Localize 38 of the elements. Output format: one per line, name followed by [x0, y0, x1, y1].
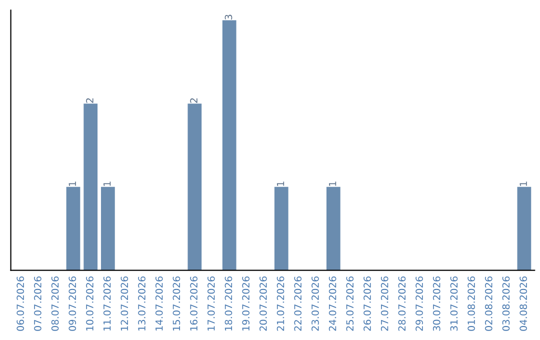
x-tick-label: 08.07.2026: [51, 276, 59, 331]
data-label: 1: [276, 182, 284, 186]
x-tick-label: 13.07.2026: [138, 276, 146, 330]
x-tick-label: 26.07.2026: [364, 276, 371, 331]
data-label: 2: [190, 98, 198, 103]
x-tick-label: 02.08.2026: [484, 276, 492, 331]
x-tick-label: 14.07.2026: [155, 276, 163, 330]
x-tick-label: 03.08.2026: [502, 276, 510, 331]
x-tick-label: 16.07.2026: [190, 276, 198, 330]
x-tick-label: 04.08.2026: [520, 276, 528, 331]
x-tick-label: 18.07.2026: [224, 276, 232, 330]
x-tick-label: 23.07.2026: [312, 276, 319, 331]
x-tick-label: 11.07.2026: [103, 276, 111, 330]
data-label: 3: [224, 14, 232, 20]
x-tick-label: 24.07.2026: [328, 276, 336, 331]
x-tick-label: 25.07.2026: [346, 276, 354, 331]
x-tick-label: 27.07.2026: [380, 276, 388, 331]
data-label: 1: [68, 182, 76, 186]
data-label: 1: [329, 182, 336, 186]
x-tick-label: 09.07.2026: [68, 276, 76, 331]
x-tick-label: 06.07.2026: [16, 276, 24, 331]
data-label: 1: [520, 182, 527, 186]
x-tick-label: 30.07.2026: [432, 276, 440, 331]
x-tick-label: 19.07.2026: [242, 276, 250, 330]
x-tick-label: 31.07.2026: [450, 276, 458, 331]
x-tick-label: 12.07.2026: [120, 276, 128, 330]
x-tick-label: 28.07.2026: [398, 276, 406, 331]
data-label: 1: [104, 182, 111, 186]
data-label: 2: [86, 98, 94, 103]
x-tick-label: 01.08.2026: [468, 276, 475, 331]
x-tick-label: 07.07.2026: [34, 276, 42, 331]
x-tick-label: 10.07.2026: [86, 276, 94, 330]
x-tick-label: 17.07.2026: [207, 276, 215, 330]
x-tick-label: 15.07.2026: [172, 276, 180, 330]
x-tick-label: 20.07.2026: [259, 276, 267, 331]
x-tick-label: 21.07.2026: [276, 276, 284, 331]
x-tick-label: 22.07.2026: [294, 276, 302, 331]
x-tick-label: 29.07.2026: [416, 276, 423, 331]
